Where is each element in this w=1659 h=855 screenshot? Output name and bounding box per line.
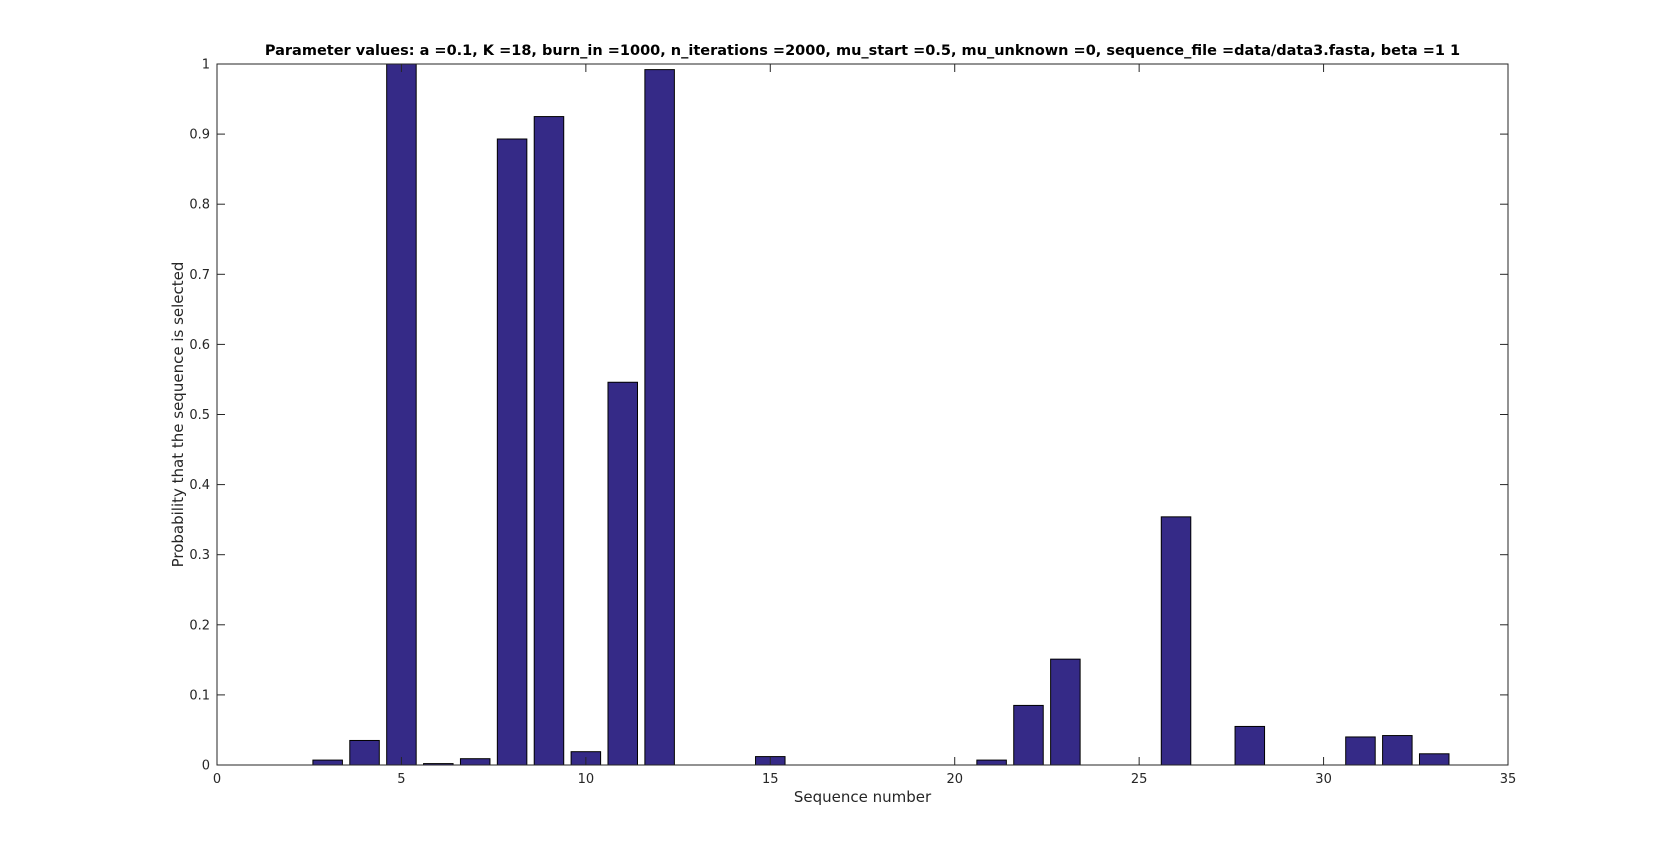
bar-3 (312, 759, 343, 766)
y-tick-label: 0.1 (189, 688, 210, 703)
bar-22 (1013, 704, 1044, 766)
bar-21 (976, 759, 1007, 766)
x-axis-label: Sequence number (794, 788, 932, 806)
bar-8 (496, 138, 528, 766)
x-tick-label: 0 (213, 772, 221, 787)
x-tick-label: 15 (762, 772, 779, 787)
x-tick-label: 10 (578, 772, 595, 787)
y-tick-label: 0.6 (189, 338, 210, 353)
y-axis: 0 0.1 0.2 0.3 0.4 0.5 0.6 0.7 0.8 0.9 1 (189, 58, 1508, 774)
bar-26 (1160, 516, 1192, 766)
y-tick-label: 0.9 (189, 128, 210, 143)
x-tick-label: 35 (1500, 772, 1517, 787)
y-tick-label: 0 (202, 759, 210, 774)
y-tick-label: 0.3 (189, 548, 210, 563)
bar-7 (459, 758, 491, 766)
bar-4 (349, 739, 380, 766)
bar-32 (1382, 735, 1413, 766)
bar-28 (1234, 725, 1266, 766)
y-tick-label: 0.4 (189, 478, 210, 493)
y-tick-label: 0.2 (189, 618, 210, 633)
y-axis-label: Probability that the sequence is selecte… (169, 262, 187, 568)
x-tick-label: 20 (946, 772, 963, 787)
bar-33 (1418, 753, 1450, 766)
bar-9 (533, 116, 565, 766)
y-tick-label: 0.8 (189, 198, 210, 213)
bar-11 (607, 381, 638, 766)
bar-31 (1345, 736, 1376, 766)
x-tick-label: 25 (1131, 772, 1148, 787)
x-tick-label: 30 (1315, 772, 1332, 787)
bar-23 (1050, 658, 1081, 766)
bar-5 (386, 63, 417, 766)
x-axis: 0 5 10 15 20 25 30 35 (213, 64, 1516, 787)
x-tick-label: 5 (397, 772, 405, 787)
y-tick-label: 0.7 (189, 268, 210, 283)
bar-12 (644, 69, 675, 766)
y-tick-label: 0.5 (189, 408, 210, 423)
chart-title: Parameter values: a =0.1, K =18, burn_in… (265, 43, 1460, 59)
bars-group (312, 63, 1450, 766)
y-tick-label: 1 (202, 58, 210, 73)
